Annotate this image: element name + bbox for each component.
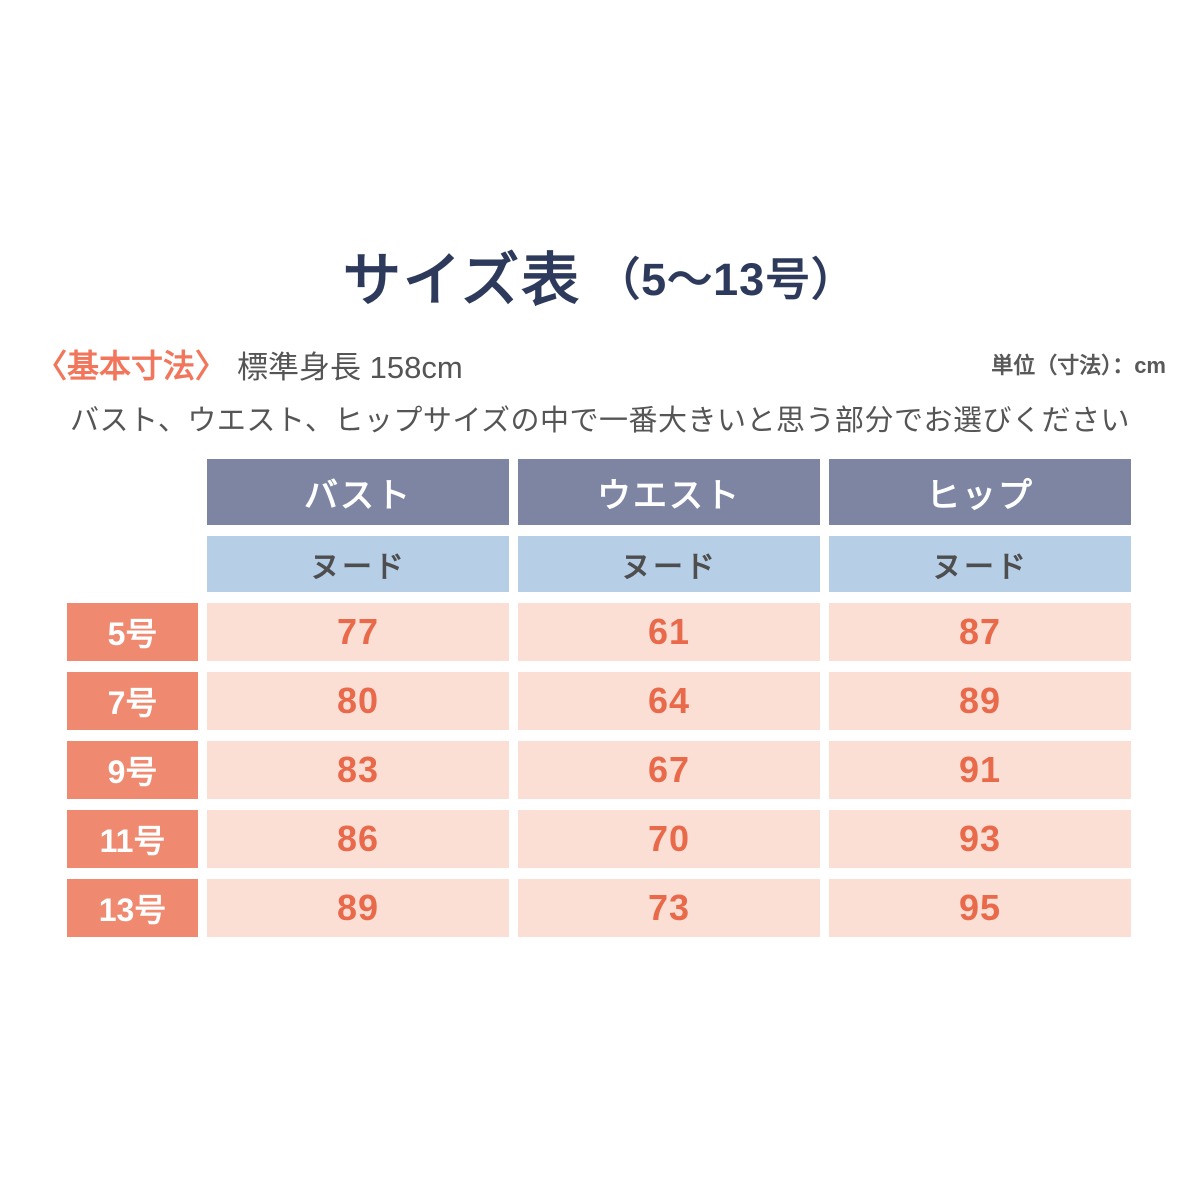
value-size7-waist: 64 xyxy=(518,672,820,730)
row-label-size-13: 13号 xyxy=(67,879,198,937)
page-title: サイズ表 （5〜13号） xyxy=(0,233,1200,317)
row-label-size-7: 7号 xyxy=(67,672,198,730)
column-header-waist: ウエスト xyxy=(518,459,820,525)
value-size11-hip: 93 xyxy=(829,810,1131,868)
value-size11-waist: 70 xyxy=(518,810,820,868)
value-size9-waist: 67 xyxy=(518,741,820,799)
row-label-size-11: 11号 xyxy=(67,810,198,868)
unit-note: 単位（寸法）：cm xyxy=(991,353,1166,378)
selection-instruction: バスト、ウエスト、ヒップサイズの中で一番大きいと思う部分でお選びください xyxy=(70,405,1130,437)
subheader-waist-nude: ヌード xyxy=(518,536,820,592)
column-header-bust: バスト xyxy=(207,459,509,525)
value-size9-bust: 83 xyxy=(207,741,509,799)
page-title-main: サイズ表 xyxy=(342,248,582,313)
value-size7-bust: 80 xyxy=(207,672,509,730)
row-label-size-5: 5号 xyxy=(67,603,198,661)
value-size13-bust: 89 xyxy=(207,879,509,937)
table-subheader-spacer xyxy=(67,536,198,592)
basic-dimensions-label: 〈基本寸法〉 xyxy=(35,348,228,384)
meta-row: 〈基本寸法〉 標準身長 158cm 単位（寸法）：cm xyxy=(35,341,1166,387)
value-size11-bust: 86 xyxy=(207,810,509,868)
subheader-bust-nude: ヌード xyxy=(207,536,509,592)
page-title-size-range: （5〜13号） xyxy=(595,253,858,305)
value-size9-hip: 91 xyxy=(829,741,1131,799)
size-table: バスト ウエスト ヒップ ヌード ヌード ヌード 5号 77 61 87 7号 … xyxy=(67,459,1131,937)
column-header-hip: ヒップ xyxy=(829,459,1131,525)
row-label-size-9: 9号 xyxy=(67,741,198,799)
value-size13-hip: 95 xyxy=(829,879,1131,937)
table-corner-spacer xyxy=(67,459,198,525)
value-size5-hip: 87 xyxy=(829,603,1131,661)
value-size5-bust: 77 xyxy=(207,603,509,661)
basic-dimensions-group: 〈基本寸法〉 標準身長 158cm xyxy=(35,341,463,387)
subheader-hip-nude: ヌード xyxy=(829,536,1131,592)
value-size7-hip: 89 xyxy=(829,672,1131,730)
standard-height-note: 標準身長 158cm xyxy=(237,349,463,385)
value-size13-waist: 73 xyxy=(518,879,820,937)
value-size5-waist: 61 xyxy=(518,603,820,661)
